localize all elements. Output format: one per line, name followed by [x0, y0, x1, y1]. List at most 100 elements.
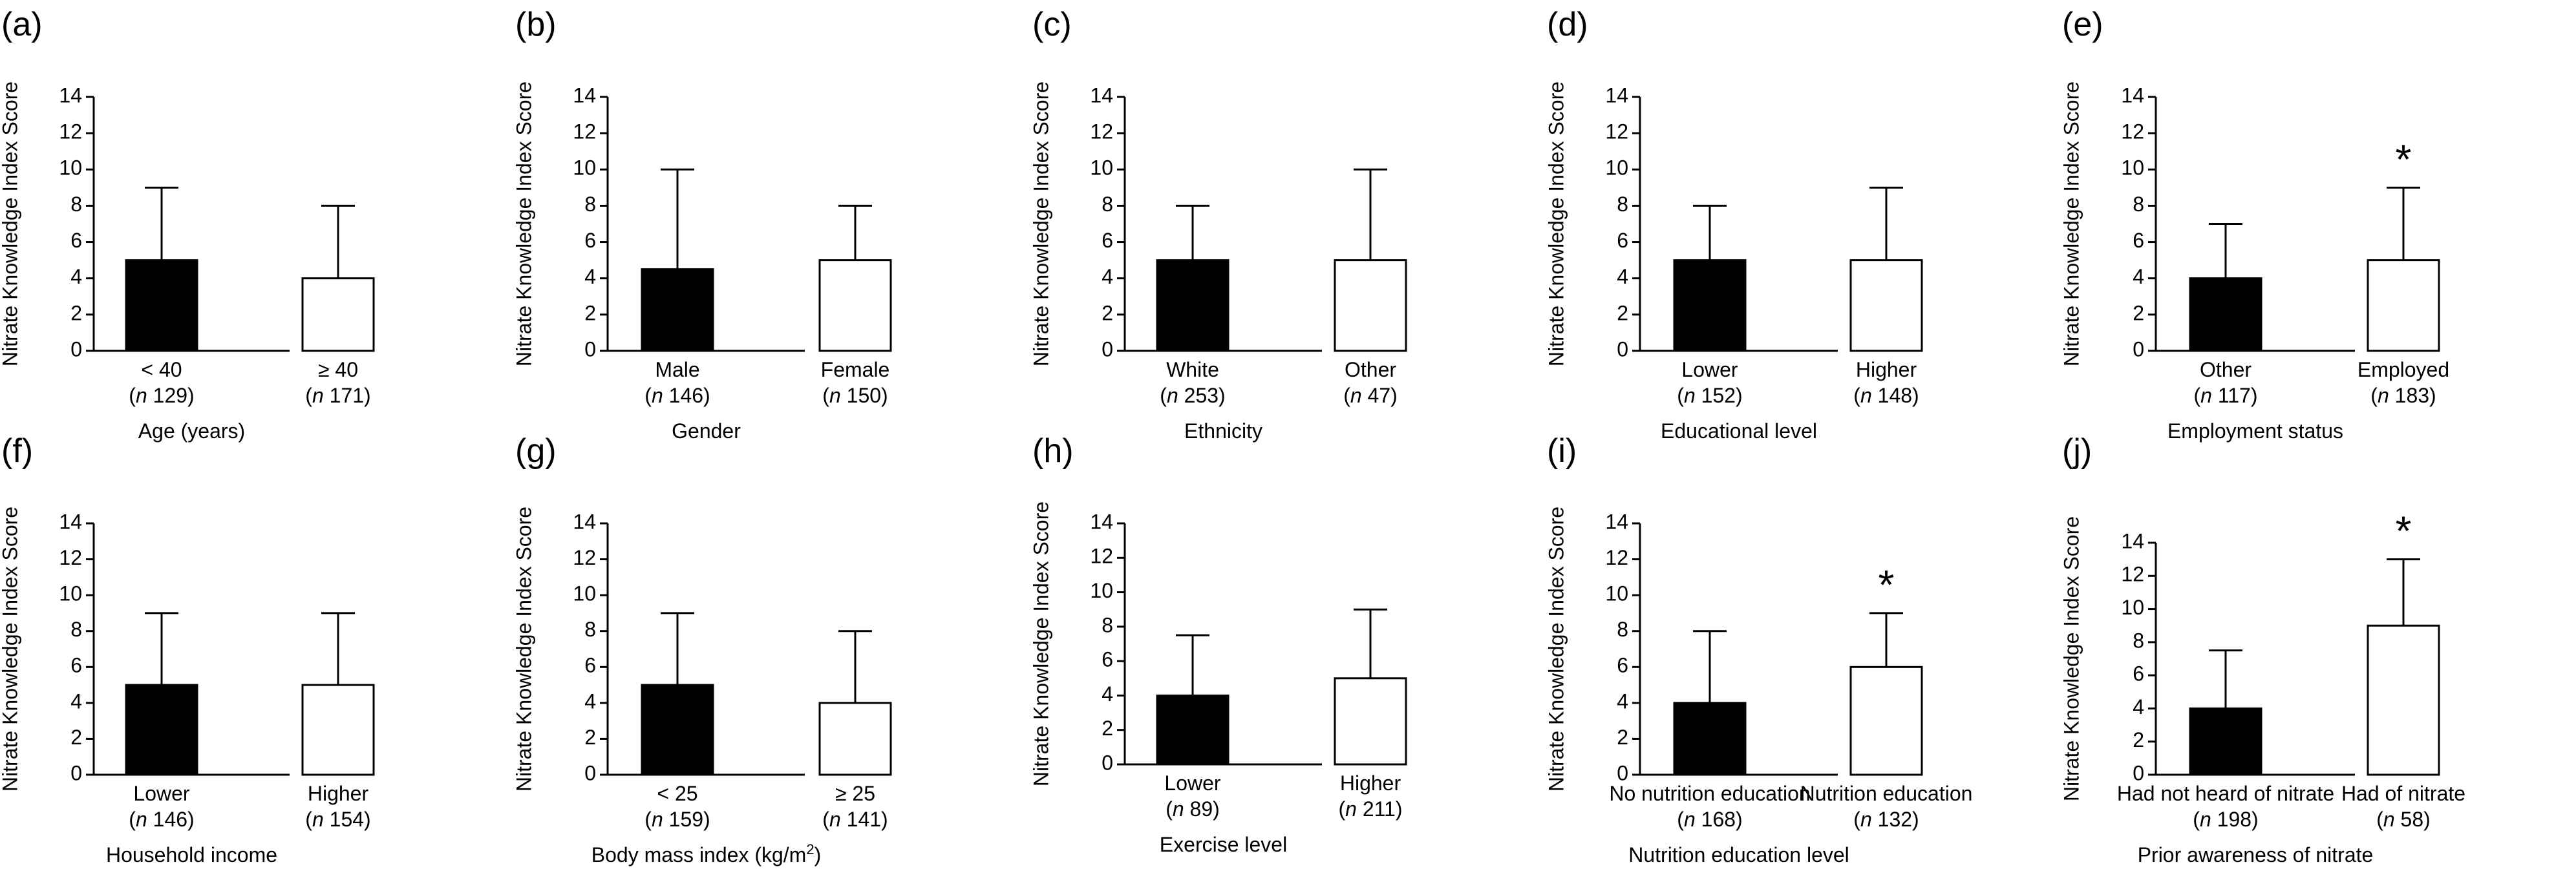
x-sample-size-label: (n 198)	[2193, 808, 2258, 831]
y-tick-label: 14	[59, 83, 82, 107]
panel-label: (c)	[1032, 6, 1072, 43]
y-tick-label: 14	[2121, 529, 2144, 552]
y-tick-label: 4	[70, 265, 82, 288]
bar	[2367, 624, 2440, 776]
y-tick-label: 14	[1605, 83, 1628, 107]
panel-label: (e)	[2062, 6, 2103, 43]
x-sample-size-label: (n 150)	[822, 384, 888, 407]
panel-label: (h)	[1032, 432, 1074, 470]
x-category-label: Higher	[1340, 771, 1401, 795]
y-axis-title: Nitrate Knowledge Index Score	[1029, 501, 1052, 786]
y-tick-label: 0	[70, 761, 82, 784]
panel-label: (j)	[2062, 432, 2092, 470]
bar	[818, 259, 892, 352]
bar	[2189, 707, 2262, 776]
y-tick-label: 10	[59, 582, 82, 605]
y-tick-label: 0	[70, 337, 82, 361]
panel-label: (d)	[1547, 6, 1588, 43]
y-tick-label: 0	[584, 337, 596, 361]
y-tick-label: 10	[573, 156, 596, 180]
x-sample-size-label: (n 253)	[1160, 384, 1225, 407]
y-tick-label: 8	[1617, 618, 1628, 641]
y-axis-title: Nitrate Knowledge Index Score	[1544, 507, 1568, 792]
y-tick-label: 0	[2133, 761, 2144, 784]
panel-label: (g)	[515, 432, 557, 470]
x-category-label: < 40	[141, 358, 182, 381]
y-tick-label: 14	[2121, 83, 2144, 107]
x-sample-size-label: (n 117)	[2193, 384, 2257, 407]
y-tick-label: 4	[584, 265, 596, 288]
y-tick-label: 8	[70, 618, 82, 641]
y-tick-label: 12	[1090, 120, 1113, 143]
y-tick-label: 10	[1605, 582, 1628, 605]
y-tick-label: 4	[1102, 265, 1113, 288]
y-tick-label: 8	[70, 193, 82, 216]
y-tick-label: 12	[2121, 563, 2144, 586]
bar	[1156, 259, 1229, 352]
y-tick-label: 10	[1605, 156, 1628, 180]
x-sample-size-label: (n 129)	[129, 384, 194, 407]
y-tick-label: 12	[573, 120, 596, 143]
x-sample-size-label: (n 47)	[1343, 384, 1398, 407]
x-category-label: Other	[1345, 358, 1396, 381]
chart-panel-f: (f) Nitrate Knowledge Index Score 0 2 4 6 8 10 1…	[0, 432, 375, 866]
x-category-label: Male	[655, 358, 699, 381]
bar	[641, 684, 714, 776]
x-category-label: Lower	[1164, 771, 1221, 795]
y-tick-label: 6	[70, 654, 82, 677]
y-tick-label: 0	[1102, 751, 1113, 774]
y-tick-label: 2	[1617, 726, 1628, 749]
bar	[1673, 259, 1747, 352]
y-tick-label: 12	[1605, 546, 1628, 569]
y-axis-title: Nitrate Knowledge Index Score	[1029, 81, 1052, 366]
y-axis-title: Nitrate Knowledge Index Score	[512, 507, 535, 792]
significance-star: *	[2396, 508, 2412, 554]
y-tick-label: 6	[2133, 662, 2144, 686]
x-sample-size-label: (n 132)	[1853, 808, 1919, 831]
bar	[2189, 277, 2262, 352]
y-tick-label: 12	[1605, 120, 1628, 143]
x-sample-size-label: (n 159)	[644, 808, 710, 831]
x-category-label: Other	[2200, 358, 2251, 381]
x-axis-title: Prior awareness of nitrate	[2138, 843, 2374, 866]
y-tick-label: 10	[573, 582, 596, 605]
x-sample-size-label: (n 141)	[822, 808, 888, 831]
bar	[125, 259, 198, 352]
x-category-label: Had of nitrate	[2341, 782, 2465, 805]
x-axis-title: Ethnicity	[1184, 419, 1262, 443]
y-tick-label: 6	[584, 229, 596, 252]
y-axis-title: Nitrate Knowledge Index Score	[1544, 81, 1568, 366]
y-tick-label: 4	[1617, 689, 1628, 713]
x-category-label: Had not heard of nitrate	[2117, 782, 2334, 805]
x-sample-size-label: (n 148)	[1853, 384, 1919, 407]
y-tick-label: 4	[1102, 682, 1113, 706]
y-axis-title: Nitrate Knowledge Index Score	[0, 507, 21, 792]
x-category-label: Higher	[1856, 358, 1917, 381]
y-tick-label: 12	[59, 120, 82, 143]
y-tick-label: 4	[2133, 695, 2144, 719]
panel-label: (a)	[1, 6, 43, 43]
y-axis-title: Nitrate Knowledge Index Score	[0, 81, 21, 366]
y-tick-label: 2	[70, 726, 82, 749]
y-tick-label: 0	[2133, 337, 2144, 361]
y-tick-label: 14	[1090, 510, 1113, 533]
chart-panel-b: (b) Nitrate Knowledge Index Score 0 2 4 6 8 10 1…	[512, 6, 892, 443]
x-category-label: < 25	[657, 782, 697, 805]
bar	[1849, 666, 1923, 776]
x-category-label: White	[1166, 358, 1219, 381]
chart-panel-h: (h) Nitrate Knowledge Index Score 0 2 4 6 8 10 1…	[1029, 432, 1407, 856]
y-tick-label: 8	[2133, 193, 2144, 216]
x-category-label: Employed	[2358, 358, 2449, 381]
significance-star: *	[2396, 136, 2412, 182]
y-tick-label: 2	[1102, 717, 1113, 740]
x-sample-size-label: (n 171)	[305, 384, 370, 407]
x-sample-size-label: (n 58)	[2376, 808, 2431, 831]
y-axis-title: Nitrate Knowledge Index Score	[2060, 81, 2083, 366]
y-tick-label: 10	[59, 156, 82, 180]
x-sample-size-label: (n 183)	[2370, 384, 2436, 407]
x-category-label: Lower	[1681, 358, 1738, 381]
y-axis-title: Nitrate Knowledge Index Score	[512, 81, 535, 366]
y-tick-label: 2	[584, 726, 596, 749]
x-sample-size-label: (n 152)	[1677, 384, 1742, 407]
